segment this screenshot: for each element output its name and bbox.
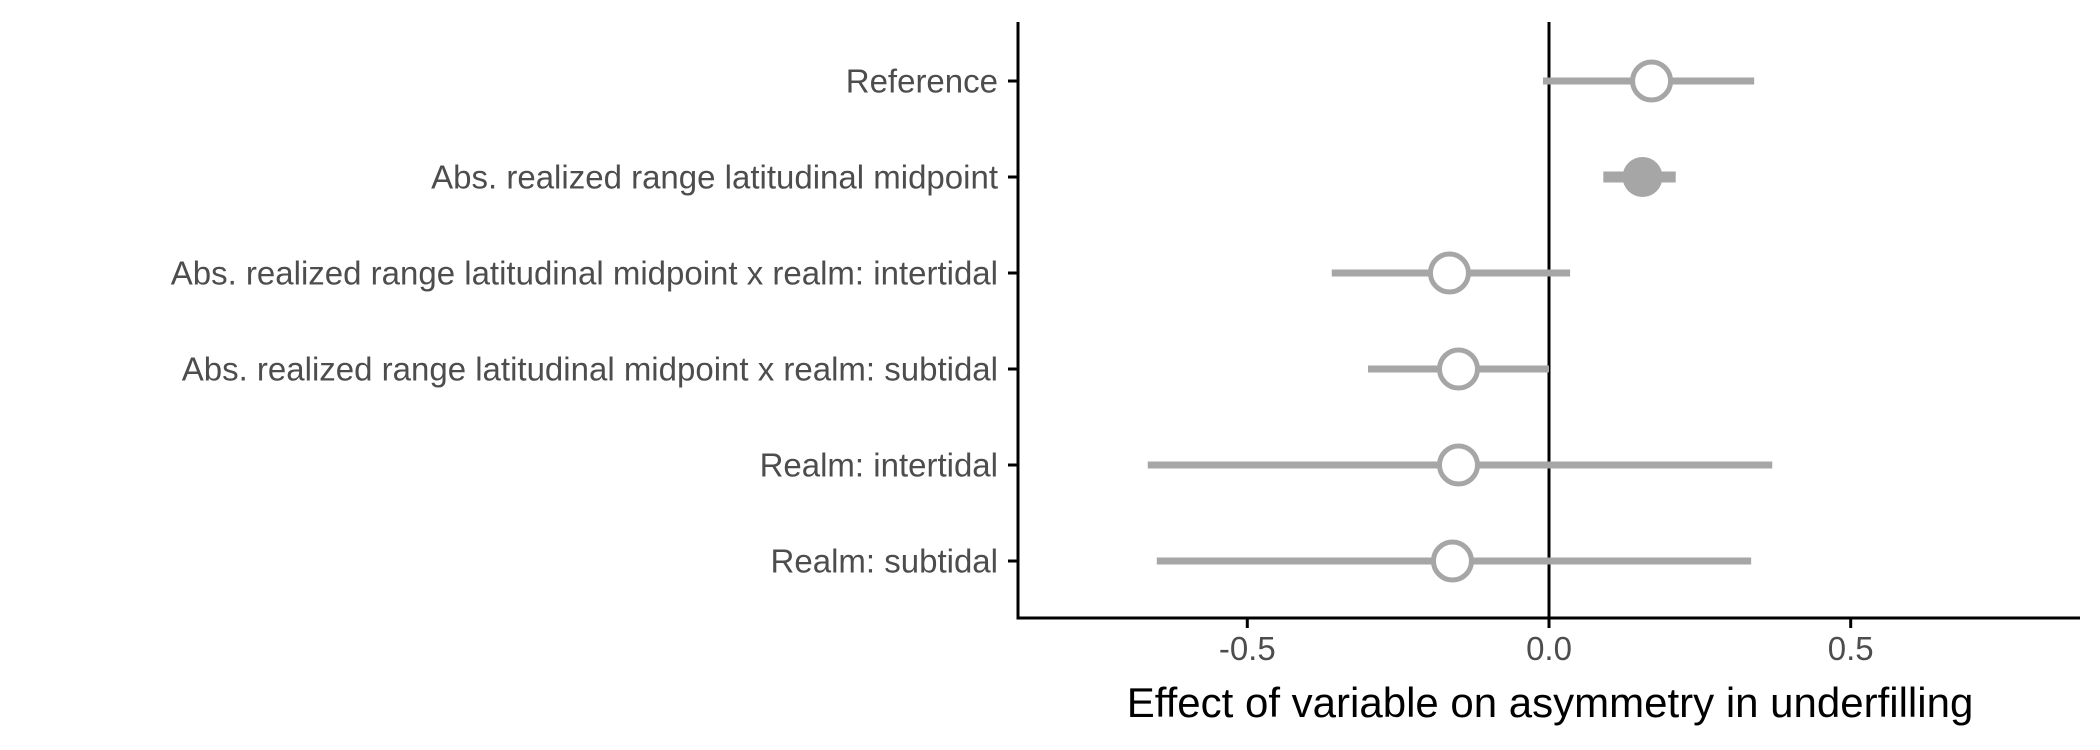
- y-tick-label: Realm: subtidal: [771, 543, 998, 580]
- x-axis-ticks: -0.5 0.0 0.5: [1219, 618, 1874, 667]
- point-estimate: [1430, 539, 1474, 583]
- y-tick-label: Reference: [846, 63, 998, 100]
- y-tick-label: Abs. realized range latitudinal midpoint…: [182, 351, 998, 388]
- x-tick-label: -0.5: [1219, 630, 1276, 667]
- y-tick-label: Abs. realized range latitudinal midpoint: [431, 159, 998, 196]
- x-tick-label: 0.5: [1828, 630, 1874, 667]
- point-estimate: [1436, 443, 1480, 487]
- point-estimate: [1427, 251, 1471, 295]
- confidence-intervals: [1147, 77, 1773, 565]
- x-axis-title: Effect of variable on asymmetry in under…: [1127, 679, 1974, 726]
- y-tick-label: Realm: intertidal: [760, 447, 998, 484]
- point-estimate-significant: [1622, 157, 1663, 197]
- point-estimates: [1427, 59, 1674, 583]
- x-tick-label: 0.0: [1526, 630, 1572, 667]
- y-tick-label: Abs. realized range latitudinal midpoint…: [171, 255, 998, 292]
- point-estimate: [1630, 59, 1674, 103]
- point-estimate: [1436, 347, 1480, 391]
- y-axis-ticks: Reference Abs. realized range latitudinal…: [171, 63, 1018, 580]
